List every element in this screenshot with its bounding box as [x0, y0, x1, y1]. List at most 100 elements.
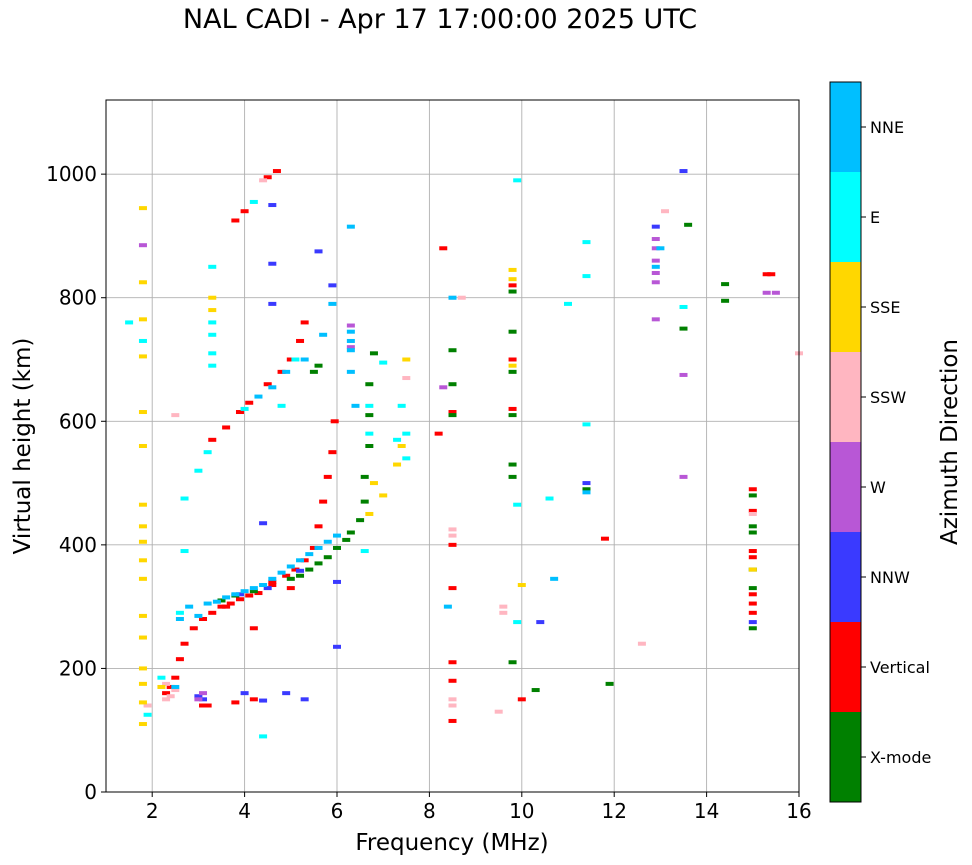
- echo-point-vertical: [748, 592, 757, 597]
- echo-point-vertical: [748, 555, 757, 560]
- echo-point-nne: [305, 552, 314, 557]
- colorbar-swatch-sse: [830, 262, 861, 352]
- echo-point-e: [582, 274, 591, 279]
- echo-point-nnw: [314, 249, 323, 254]
- echo-point-nne: [203, 601, 212, 606]
- echo-point-sse: [393, 462, 402, 467]
- y-tick-label: 200: [59, 656, 97, 680]
- echo-point-nne: [240, 589, 249, 594]
- echo-point-e: [180, 549, 189, 554]
- x-tick-label: 6: [331, 799, 344, 823]
- echo-point-nne: [346, 329, 355, 334]
- echo-point-sse: [138, 539, 147, 544]
- echo-point-vertical: [222, 425, 231, 430]
- echo-point-e: [240, 406, 249, 411]
- echo-point-nne: [231, 592, 240, 597]
- echo-point-vertical: [448, 660, 457, 665]
- echo-point-vertical: [263, 175, 272, 180]
- echo-point-vertical: [249, 626, 258, 631]
- echo-point-ssw: [457, 295, 466, 300]
- echo-point-x-mode: [508, 369, 517, 374]
- x-tick-label: 12: [601, 799, 626, 823]
- echo-point-x-mode: [748, 524, 757, 529]
- echo-point-nne: [268, 576, 277, 581]
- echo-point-w: [771, 290, 780, 295]
- echo-point-vertical: [272, 169, 281, 174]
- echo-point-nne: [259, 583, 268, 588]
- echo-point-nne: [194, 613, 203, 618]
- echo-point-x-mode: [448, 382, 457, 387]
- echo-point-vertical: [300, 320, 309, 325]
- echo-point-vertical: [199, 703, 208, 708]
- echo-point-vertical: [508, 357, 517, 362]
- echo-point-vertical: [231, 700, 240, 705]
- echo-point-vertical: [166, 684, 175, 689]
- echo-point-x-mode: [605, 681, 614, 686]
- y-axis-ticks: 0 200 400 600 800 1000: [46, 162, 106, 804]
- echo-point-sse: [369, 481, 378, 486]
- echo-point-ssw: [494, 709, 503, 714]
- echo-point-w: [199, 691, 208, 696]
- echo-point-x-mode: [508, 462, 517, 467]
- colorbar-label-nne: NNE: [870, 118, 904, 137]
- echo-point-vertical: [199, 617, 208, 621]
- colorbar-label-w: W: [870, 478, 886, 497]
- echo-point-ssw: [162, 681, 171, 686]
- echo-point-w: [346, 323, 355, 328]
- echo-point-vertical: [189, 626, 198, 631]
- echo-point-w: [651, 237, 660, 242]
- echo-point-vertical: [448, 678, 457, 683]
- echo-point-ssw: [448, 703, 457, 708]
- echo-point-x-mode: [721, 298, 730, 303]
- echo-point-vertical: [448, 410, 457, 415]
- colorbar-label-vertical: Vertical: [870, 658, 930, 677]
- echo-point-sse: [138, 700, 147, 705]
- echo-point-nne: [286, 564, 295, 569]
- echo-point-nne: [346, 338, 355, 343]
- echo-point-x-mode: [356, 518, 365, 523]
- x-tick-label: 8: [423, 799, 436, 823]
- echo-point-nne: [346, 348, 355, 353]
- echo-point-sse: [138, 317, 147, 322]
- echo-point-e: [138, 338, 147, 343]
- echo-point-sse: [365, 511, 374, 516]
- echo-point-w: [651, 280, 660, 285]
- echo-point-nnw: [582, 481, 591, 486]
- echo-point-vertical: [748, 601, 757, 606]
- echo-point-e: [203, 450, 212, 455]
- echo-point-e: [194, 468, 203, 473]
- colorbar-label-nnw: NNW: [870, 568, 910, 587]
- echo-point-nne: [277, 570, 286, 575]
- echo-point-ssw: [448, 527, 457, 532]
- echo-point-w: [651, 317, 660, 322]
- echo-point-sse: [748, 567, 757, 572]
- grid-lines: [106, 100, 800, 793]
- echo-point-e: [208, 351, 217, 356]
- echo-point-w: [762, 290, 771, 295]
- echo-point-x-mode: [721, 282, 730, 287]
- echo-point-nnw: [328, 283, 337, 288]
- echo-point-e: [208, 332, 217, 337]
- echo-point-sse: [138, 666, 147, 671]
- echo-point-sse: [508, 363, 517, 368]
- echo-point-e: [402, 431, 411, 436]
- echo-point-x-mode: [508, 660, 517, 665]
- colorbar-swatch-nnw: [830, 532, 861, 622]
- echo-point-vertical: [434, 431, 443, 436]
- echo-point-nnw: [282, 691, 291, 696]
- echo-point-sse: [138, 635, 147, 640]
- echo-point-x-mode: [314, 363, 323, 368]
- echo-point-e: [249, 199, 258, 204]
- echo-point-e: [379, 360, 388, 365]
- echo-point-x-mode: [333, 545, 341, 550]
- echo-point-x-mode: [448, 413, 457, 418]
- echo-point-sse: [138, 613, 147, 618]
- x-tick-label: 4: [238, 799, 251, 823]
- echo-point-x-mode: [369, 351, 378, 356]
- echo-point-vertical: [254, 591, 263, 596]
- echo-point-nnw: [268, 261, 277, 266]
- echo-point-x-mode: [508, 474, 517, 479]
- echo-point-x-mode: [679, 326, 688, 331]
- echo-point-ssw: [448, 533, 457, 538]
